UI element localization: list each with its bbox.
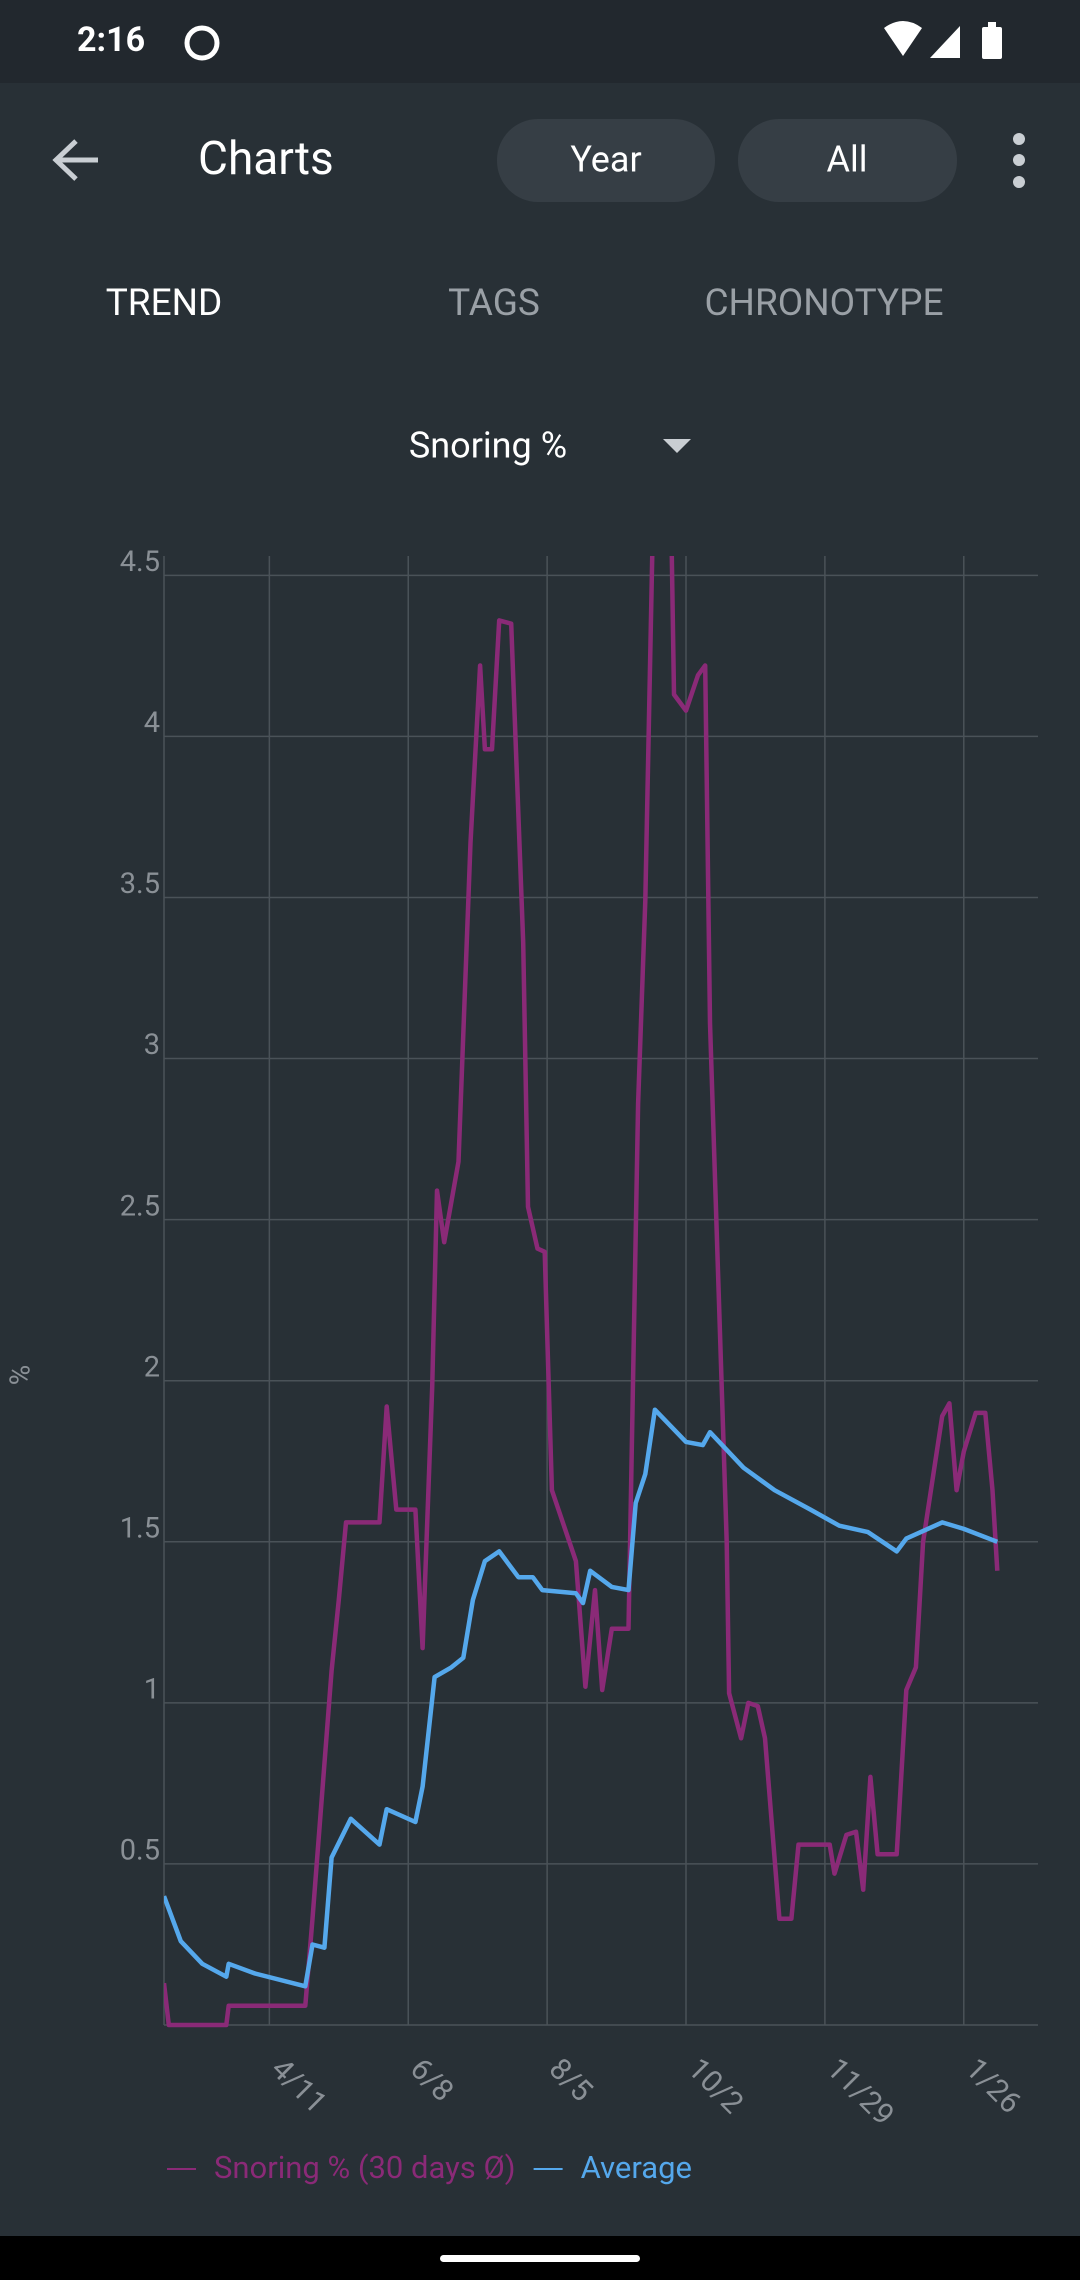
filter-label[interactable]: All	[827, 139, 868, 181]
back-button[interactable]	[52, 139, 98, 181]
x-tick-label: 8/5	[542, 2052, 599, 2109]
wifi-icon	[884, 21, 922, 56]
tab[interactable]: TAGS	[448, 282, 540, 325]
y-tick-label: 4.5	[120, 545, 160, 579]
overflow-menu[interactable]	[1013, 133, 1025, 188]
y-tick-label: 1.5	[120, 1511, 160, 1545]
y-tick-label: 0.5	[120, 1834, 160, 1868]
y-tick-label: 4	[144, 706, 160, 740]
year-filter[interactable]	[497, 119, 715, 202]
data-line	[164, 556, 1000, 2028]
filter-label[interactable]: Year	[570, 139, 641, 181]
metric-dropdown[interactable]: Snoring %	[409, 425, 567, 467]
tab[interactable]: CHRONOTYPE	[704, 282, 943, 325]
x-tick-label: 4/11	[264, 2052, 333, 2121]
battery-tip	[988, 22, 996, 28]
plot-area	[164, 556, 1000, 2028]
signal-icon	[930, 26, 960, 58]
x-tick-label: 6/8	[403, 2052, 460, 2109]
status-bar	[0, 0, 1080, 83]
y-tick-label: 1	[144, 1673, 160, 1707]
y-tick-label: 3.5	[120, 867, 160, 901]
all-filter[interactable]	[738, 119, 957, 202]
legend-label: Average	[581, 2149, 692, 2186]
y-tick-label: 3	[144, 1028, 160, 1062]
dropdown-arrow[interactable]	[663, 439, 691, 453]
tab[interactable]: TREND	[106, 282, 223, 325]
battery-icon	[982, 27, 1002, 59]
x-tick-label: 1/26	[959, 2052, 1028, 2121]
x-tick-label: 10/2	[681, 2052, 750, 2121]
x-tick-label: 11/29	[820, 2052, 901, 2133]
screen-title: Charts	[198, 132, 334, 186]
y-tick-label: 2	[144, 1350, 160, 1384]
y-tick-label: 2.5	[120, 1189, 160, 1223]
app-icon	[184, 25, 220, 61]
data-line	[164, 1407, 999, 1989]
clock: 2:16	[77, 20, 145, 60]
home-handle[interactable]	[440, 2255, 640, 2262]
legend-label: Snoring % (30 days Ø)	[214, 2149, 516, 2186]
y-axis-label: %	[3, 1365, 36, 1386]
